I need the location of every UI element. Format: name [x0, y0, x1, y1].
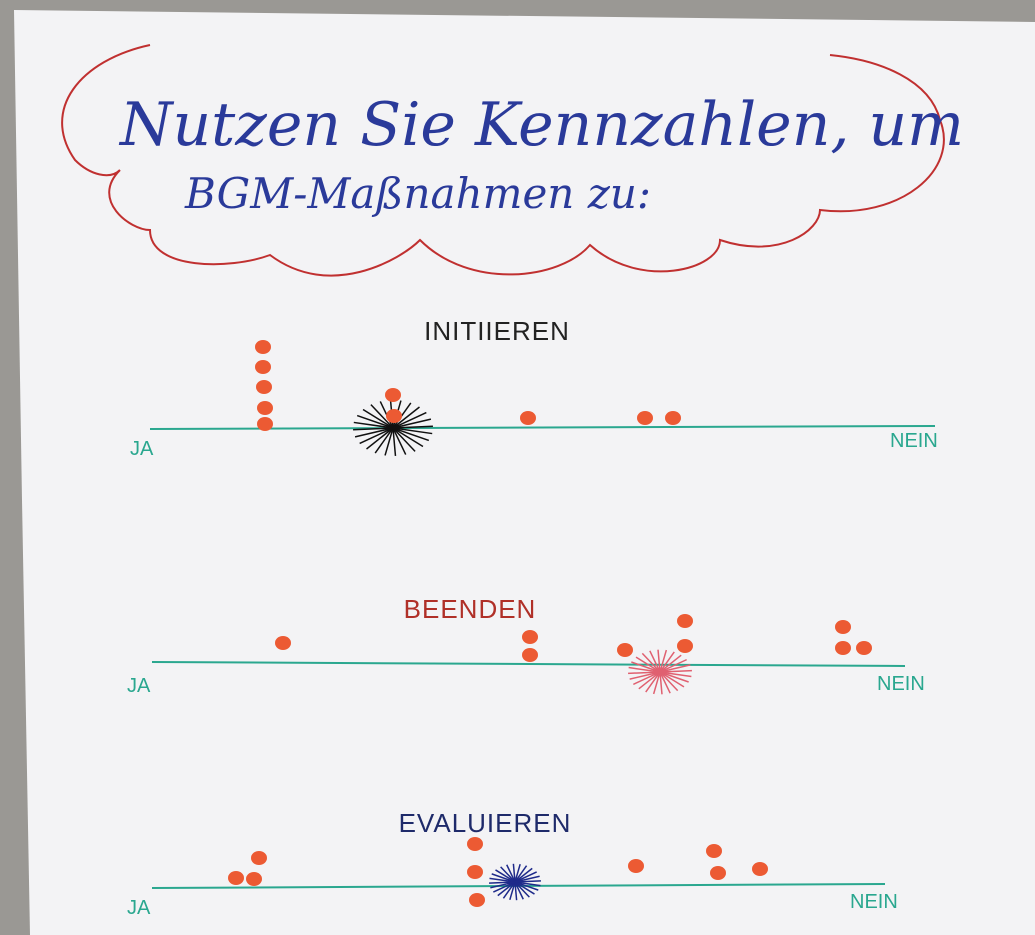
vote-dot [228, 871, 244, 885]
scale-right-label: NEIN [890, 430, 938, 452]
vote-dot [257, 417, 273, 431]
scale-left-label: JA [127, 897, 151, 919]
vote-dot [835, 620, 851, 634]
marker-stroke [489, 880, 541, 884]
vote-dot [637, 411, 653, 425]
section-heading: BEENDEN [404, 594, 537, 624]
vote-dot [255, 360, 271, 374]
scale-right-label: NEIN [850, 891, 898, 913]
section-heading: INITIIEREN [424, 316, 570, 346]
vote-dot [251, 851, 267, 865]
title-line-2: BGM-Maßnahmen zu: [184, 169, 651, 218]
vote-dot [257, 401, 273, 415]
section-heading: EVALUIEREN [399, 808, 572, 838]
vote-dot [256, 380, 272, 394]
marker-stroke [628, 669, 692, 675]
vote-dot [677, 639, 693, 653]
vote-dot [275, 636, 291, 650]
vote-dot [628, 859, 644, 873]
scale-line [149, 425, 936, 430]
vote-dot [467, 837, 483, 851]
cloud-outline [61, 44, 945, 277]
marker-stroke [353, 425, 433, 431]
vote-dot [856, 641, 872, 655]
vote-dot [665, 411, 681, 425]
vote-dot [520, 411, 536, 425]
scale-line [151, 661, 906, 667]
vote-dot [385, 388, 401, 402]
vote-dot [677, 614, 693, 628]
vote-dot [522, 648, 538, 662]
vote-dot [752, 862, 768, 876]
vote-dot [617, 643, 633, 657]
paper [14, 10, 1035, 935]
scale-beenden: BEENDEN JA NEIN [127, 594, 925, 697]
vote-dot [386, 409, 402, 423]
vote-dot [255, 340, 271, 354]
scale-initiieren: INITIIEREN JA NEIN [130, 316, 938, 460]
vote-dot [522, 630, 538, 644]
vote-dot [710, 866, 726, 880]
vote-dot [706, 844, 722, 858]
title-line-1: Nutzen Sie Kennzahlen, um [118, 90, 964, 160]
scale-left-label: JA [130, 438, 154, 460]
vote-dot [469, 893, 485, 907]
vote-dot [246, 872, 262, 886]
scale-evaluieren: EVALUIEREN JA NEIN [127, 808, 898, 919]
scale-right-label: NEIN [877, 673, 925, 695]
vote-dot [467, 865, 483, 879]
scale-left-label: JA [127, 675, 151, 697]
vote-dot [835, 641, 851, 655]
